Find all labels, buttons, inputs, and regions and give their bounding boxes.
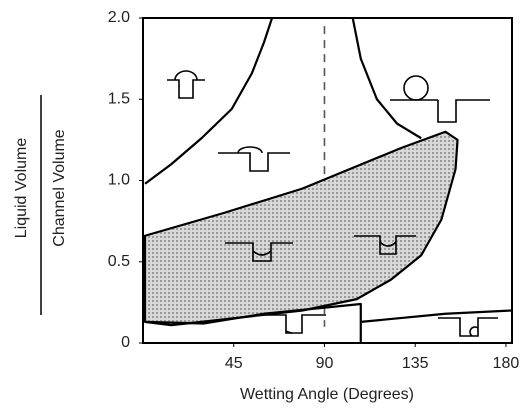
y-tick-label: 1.5 — [108, 90, 130, 107]
y-axis-label: Liquid Volume — [13, 138, 30, 239]
channel-icon — [354, 235, 416, 255]
channel-icon — [218, 146, 290, 172]
channel-icon — [438, 317, 498, 337]
y-tick-label: 0 — [121, 334, 130, 351]
x-axis-label: Wetting Angle (Degrees) — [240, 386, 414, 403]
y-tick-label: 0.5 — [108, 253, 130, 270]
channel-icon — [262, 314, 326, 334]
plot-area — [143, 17, 513, 343]
boundary-line — [144, 17, 274, 185]
region — [143, 130, 459, 327]
x-tick-label: 180 — [493, 355, 520, 372]
channel-icon — [167, 70, 205, 99]
y-tick-label: 2.0 — [108, 9, 130, 26]
x-tick-label: 135 — [402, 355, 429, 372]
channel-icon — [390, 75, 490, 123]
x-tick-label: 90 — [316, 355, 334, 372]
y-axis-label: Channel Volume — [51, 129, 68, 247]
boundary-line — [351, 17, 422, 140]
y-tick-label: 1.0 — [108, 172, 130, 189]
channel-icons — [167, 70, 498, 337]
boundary-line — [144, 302, 513, 343]
channel-icon — [225, 242, 293, 262]
x-tick-label: 45 — [225, 355, 243, 372]
